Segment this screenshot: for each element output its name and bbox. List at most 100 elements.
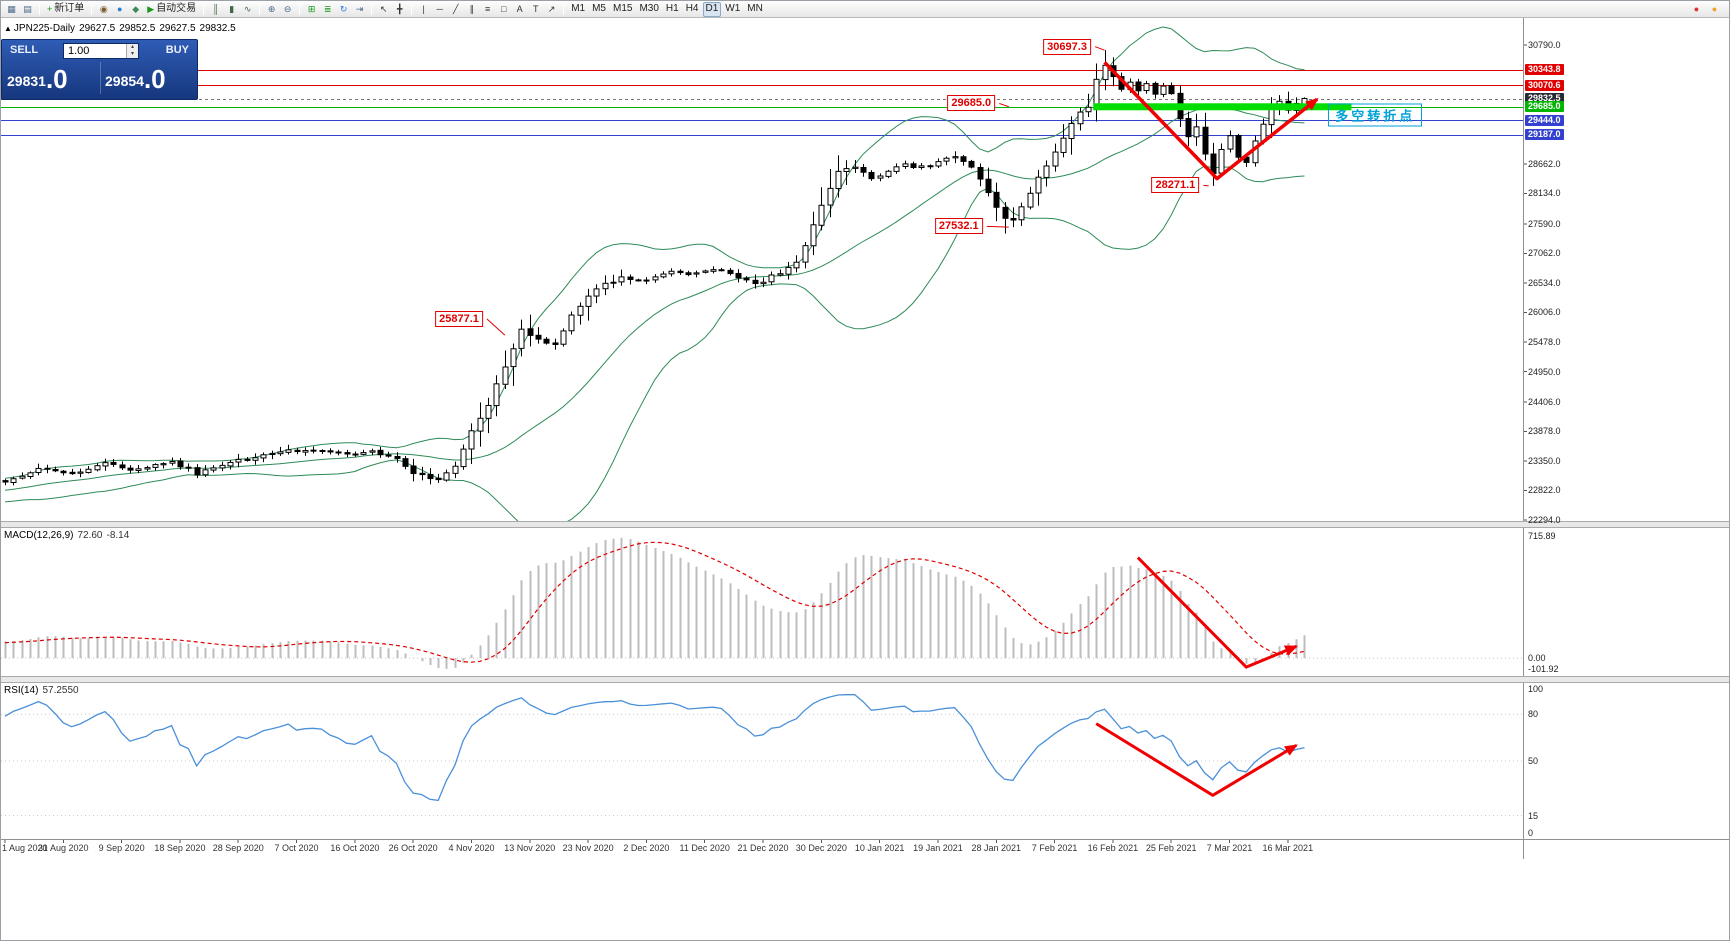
toolbar-right-icons: ● ● <box>1689 2 1726 17</box>
auto-trading-button-label: 自动交易 <box>156 3 197 14</box>
timeframe-d1[interactable]: D1 <box>702 1 722 17</box>
notifications-icon[interactable]: ● <box>1693 3 1700 14</box>
line-chart-icon[interactable]: ∿ <box>240 2 255 17</box>
price-axis-label: 24950.0 <box>1528 366 1561 377</box>
alerts-icon[interactable]: ◉ <box>96 2 111 17</box>
price-tag-29685.0: 29685.0 <box>1525 101 1564 113</box>
chart-shift-icon: ⇥ <box>355 3 364 14</box>
candlestick-chart-icon: ▮ <box>229 3 235 14</box>
text-label-icon[interactable]: T <box>528 2 543 17</box>
horizontal-line-icon: ─ <box>436 3 443 14</box>
price-annotation: 27532.1 <box>934 218 983 235</box>
timeframe-m30[interactable]: M30 <box>636 2 661 17</box>
new-chart-icon: ▦ <box>7 3 16 14</box>
macd-pane-separator[interactable] <box>1 521 1729 528</box>
price-axis-label: 23878.0 <box>1528 426 1561 437</box>
cursor-icon: ↖ <box>379 3 388 14</box>
tile-windows-icon[interactable]: ⊞ <box>304 2 319 17</box>
timeframe-w1-label: W1 <box>725 3 741 14</box>
new-order-button: + <box>47 3 53 14</box>
text-icon[interactable]: A <box>512 2 527 17</box>
candlestick-chart-icon[interactable]: ▮ <box>224 2 239 17</box>
date-axis-label: 31 Aug 2020 <box>38 843 89 853</box>
volume-up-button[interactable]: ▴ <box>127 44 138 51</box>
price-axis-label: 28662.0 <box>1528 158 1561 169</box>
macd-pane-plot <box>1 537 1523 669</box>
new-chart-icon[interactable]: ▦ <box>4 2 19 17</box>
price-axis-line[interactable] <box>1523 18 1524 859</box>
mql5-community-icon[interactable]: ● <box>112 2 127 17</box>
price-axis-label: 27590.0 <box>1528 218 1561 229</box>
price-axis-label: 26534.0 <box>1528 277 1561 288</box>
timeframe-m5[interactable]: M5 <box>589 2 609 17</box>
crosshair-icon: ╋ <box>396 3 403 14</box>
rsi-pane-separator[interactable] <box>1 676 1729 683</box>
date-axis-label: 13 Nov 2020 <box>504 843 556 853</box>
zoom-in-icon[interactable]: ⊕ <box>264 2 279 17</box>
shapes-icon[interactable]: □ <box>496 2 511 17</box>
indicators-icon[interactable]: ≣ <box>320 2 335 17</box>
bar-chart-icon[interactable]: ║ <box>208 2 223 17</box>
volume-input[interactable]: 1.00 ▴ ▾ <box>63 43 139 59</box>
profiles-icon[interactable]: ▤ <box>20 2 35 17</box>
price-tag-29832.5: 29832.5 <box>1525 93 1564 105</box>
economic-calendar-icon[interactable]: ◆ <box>128 2 143 17</box>
toolbar-separator <box>259 3 261 15</box>
auto-scroll-icon[interactable]: ↻ <box>336 2 351 17</box>
price-annotation: 28271.1 <box>1151 177 1200 194</box>
rsi-scale-label: 80 <box>1528 709 1539 720</box>
zoom-out-icon[interactable]: ⊖ <box>280 2 295 17</box>
timeframe-m1[interactable]: M1 <box>568 2 588 17</box>
sell-label[interactable]: SELL <box>10 44 39 56</box>
timeframe-h1[interactable]: H1 <box>663 2 682 17</box>
rsi-scale-bottom: 0 <box>1528 828 1534 838</box>
buy-button[interactable]: 29854.0 <box>105 64 166 94</box>
auto-trading-button[interactable]: ▶ 自动交易 <box>144 2 199 17</box>
date-axis-label: 26 Oct 2020 <box>388 843 438 853</box>
timeframe-h1-label: H1 <box>665 3 679 14</box>
price-axis-label: 28134.0 <box>1528 188 1561 199</box>
price-annotation: 25877.1 <box>435 310 483 327</box>
metaquotes-icon[interactable]: ● <box>1711 3 1718 14</box>
timeframe-h4[interactable]: H4 <box>683 2 702 17</box>
timeframe-mn[interactable]: MN <box>744 2 766 17</box>
cursor-icon[interactable]: ↖ <box>376 2 391 17</box>
macd-scale-zero: 0.00 <box>1528 653 1546 664</box>
rsi-scale-label: 50 <box>1528 756 1539 766</box>
price-axis-label: 25478.0 <box>1528 336 1561 347</box>
toolbar-separator <box>299 3 301 15</box>
timeframe-w1[interactable]: W1 <box>722 2 743 17</box>
tile-windows-icon: ⊞ <box>307 3 316 14</box>
volume-down-button[interactable]: ▾ <box>127 51 138 58</box>
trendline-icon[interactable]: ╱ <box>448 2 463 17</box>
date-axis-label: 7 Oct 2020 <box>274 843 319 853</box>
price-tag-30343.8: 30343.8 <box>1525 64 1564 76</box>
date-axis-label: 2 Dec 2020 <box>623 843 670 853</box>
buy-label[interactable]: BUY <box>165 44 189 56</box>
arrows-tool-icon[interactable]: ↗ <box>544 2 559 17</box>
buy-price-pips: .0 <box>143 64 166 94</box>
arrows-tool-icon: ↗ <box>547 3 556 14</box>
horizontal-line-icon[interactable]: ─ <box>432 2 447 17</box>
fibonacci-icon[interactable]: ≡ <box>480 2 495 17</box>
chart-shift-icon[interactable]: ⇥ <box>352 2 367 17</box>
date-axis-label: 21 Dec 2020 <box>737 843 789 853</box>
date-axis-label: 23 Nov 2020 <box>562 843 614 853</box>
sell-button[interactable]: 29831.0 <box>7 64 68 94</box>
toolbar-separator <box>91 3 93 15</box>
vertical-line-icon[interactable]: | <box>416 2 431 17</box>
price-axis-label: 22822.0 <box>1528 485 1561 496</box>
timeframe-m15-label: M15 <box>613 3 633 14</box>
price-axis-label: 22294.0 <box>1528 514 1561 525</box>
auto-scroll-icon: ↻ <box>339 3 348 14</box>
timeframe-m15[interactable]: M15 <box>610 2 635 17</box>
buy-price-main: 29854 <box>105 73 144 89</box>
channel-icon[interactable]: ∥ <box>464 2 479 17</box>
new-order-button[interactable]: + 新订单 <box>44 2 87 17</box>
date-axis-label: 30 Dec 2020 <box>795 843 847 853</box>
toolbar-separator <box>203 3 205 15</box>
time-axis-line <box>1 839 1729 840</box>
timeframe-m1-label: M1 <box>571 3 586 14</box>
crosshair-icon[interactable]: ╋ <box>392 2 407 17</box>
